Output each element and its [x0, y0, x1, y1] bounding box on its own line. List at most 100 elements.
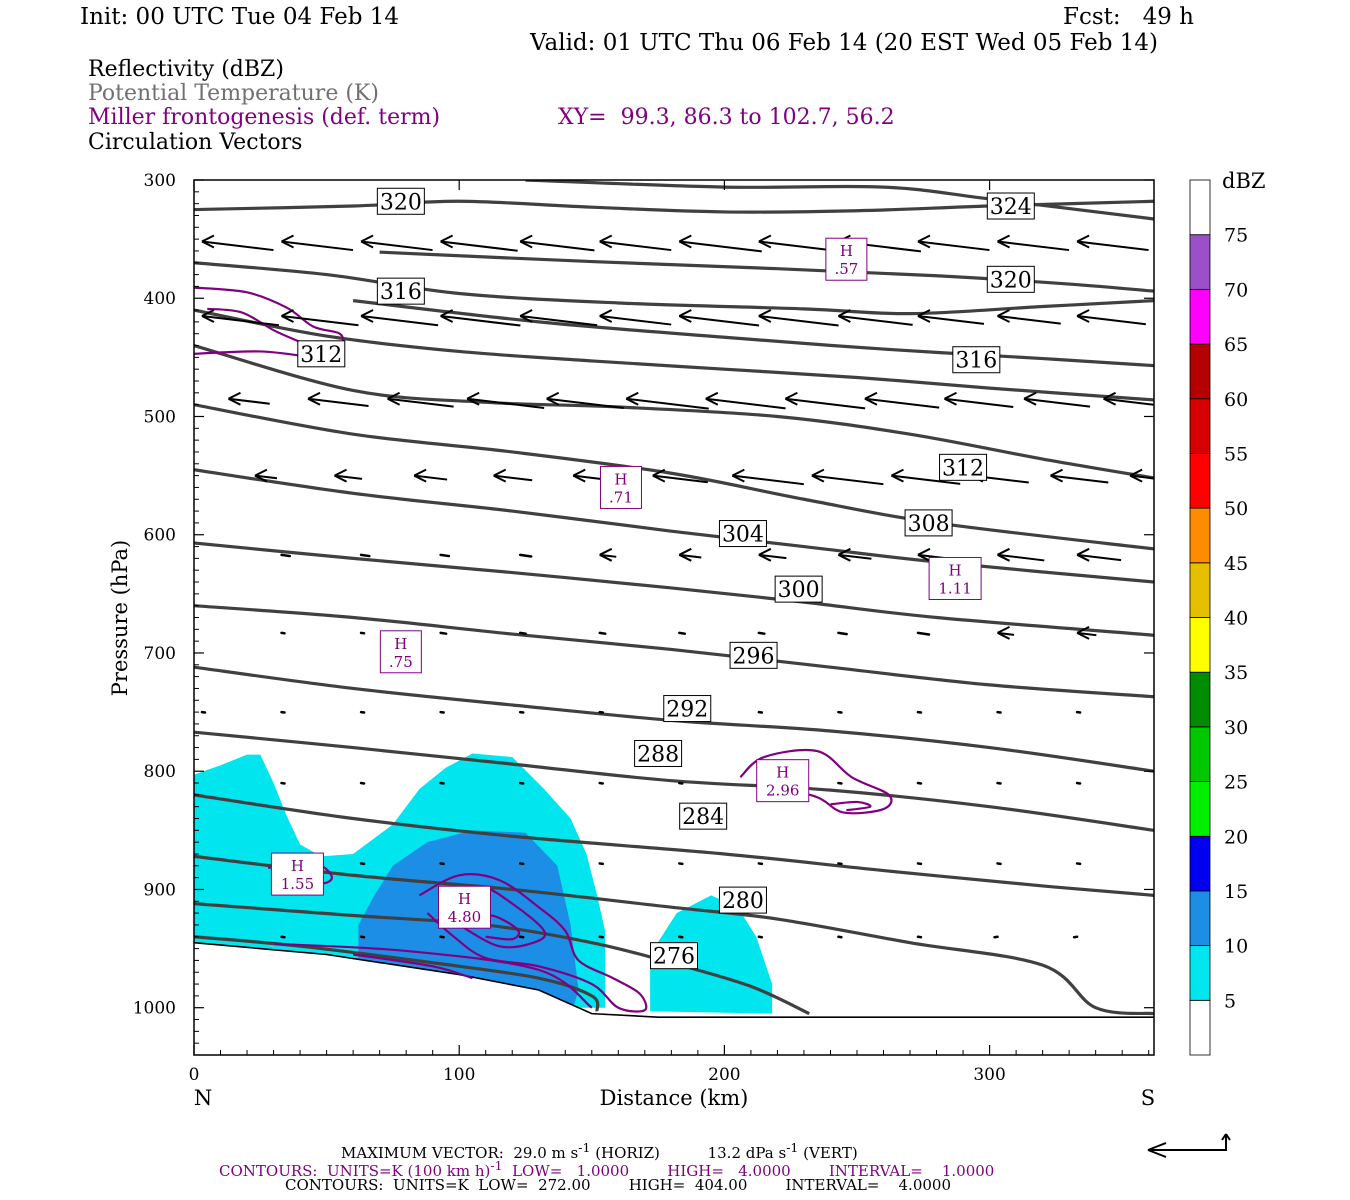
vector-1-7-head: [678, 234, 692, 249]
frontogenesis-max-h-6: H: [291, 857, 304, 875]
vector-2-3-shaft: [360, 314, 439, 327]
vector-1-11-head: [997, 234, 1010, 249]
vector-3-7: [705, 391, 786, 410]
vector-5-11-head: [1076, 547, 1090, 562]
theta-label-box-308-8: [904, 509, 953, 537]
x-tick-label-300: 300: [973, 1065, 1005, 1085]
colorbar-bin-10-15: [1189, 890, 1211, 947]
theta-label-304-9: 304: [722, 523, 764, 548]
theta-contour-316-6: [352, 299, 1154, 368]
vector-2-9-head: [837, 309, 851, 323]
frontogenesis-max-box-7: [437, 885, 491, 929]
colorbar-tick-30: 30: [1224, 717, 1248, 739]
frontogenesis-max-h-7: H: [458, 890, 471, 908]
colorbar-bin-0-5: [1189, 999, 1211, 1056]
vector-5-1: [280, 553, 292, 558]
vector-3-8-head: [784, 391, 798, 406]
frontogenesis-max-h-3: H: [949, 561, 962, 579]
vector-4-4-shaft: [493, 474, 533, 482]
cross-section-endpoints: XY= 99.3, 86.3 to 102.7, 56.2: [558, 105, 895, 130]
contour-label-layer: 320 324 316 320 312 316 312 308 304 300 296 292 288 2…: [270, 187, 1035, 970]
theta-contour-304-9: [194, 468, 1154, 584]
frontogenesis-max-h-2: H: [614, 470, 627, 488]
theta-label-320-1: 320: [380, 190, 422, 215]
vector-3-7-shaft: [705, 397, 786, 410]
vector-6-6: [678, 631, 687, 635]
theta-contour-320-1: [194, 199, 1154, 214]
vector-5-8: [837, 547, 872, 562]
colorbar-bin-55-60: [1189, 398, 1211, 454]
vector-1-2-head: [281, 234, 294, 249]
vector-6-12: [1157, 627, 1179, 639]
frontogenesis-max-h-4: H: [394, 635, 407, 653]
vector-1-10-shaft: [917, 240, 990, 252]
vector-4-5-head: [572, 468, 586, 483]
vector-2-12-shaft: [1076, 314, 1146, 326]
theta-label-288-13: 288: [637, 742, 679, 767]
vector-1-5-shaft: [520, 240, 595, 252]
colorbar-bin-60-65: [1189, 343, 1211, 400]
colorbar-title: dBZ: [1222, 169, 1265, 193]
vector-2-10-head: [917, 309, 931, 323]
theta-label-box-280-15: [718, 886, 767, 914]
vector-5-11: [1076, 547, 1122, 562]
vector-3-3-head: [387, 391, 401, 406]
vector-1-8: [758, 234, 836, 252]
vector-4-1: [254, 468, 278, 483]
y-tick-label-500: 500: [144, 407, 176, 427]
vector-3-2-head: [307, 391, 321, 406]
vector-1-11: [997, 234, 1070, 252]
vector-4-3-shaft: [413, 474, 448, 481]
colorbar-bin-20-25: [1189, 781, 1211, 837]
vector-1-7: [678, 234, 762, 253]
vector-6-9: [916, 631, 931, 636]
vector-5-2: [359, 553, 371, 558]
y-tick-label-300: 300: [144, 171, 176, 191]
frontogenesis-contour-7: [739, 748, 893, 815]
vector-1-2: [281, 234, 354, 252]
vector-1-3-shaft: [360, 240, 433, 252]
frontogenesis-contour-10: [352, 953, 473, 980]
vector-3-12-shaft: [1103, 397, 1154, 406]
terrain-layer: [194, 941, 1154, 1055]
x-tick-label-100: 100: [443, 1065, 475, 1085]
vector-6-12-head: [1157, 627, 1169, 639]
x-end-south: S: [1141, 1086, 1155, 1110]
vector-2-5-head: [519, 309, 533, 323]
theta-label-324-2: 324: [990, 195, 1032, 220]
vector-4-12-head: [1129, 468, 1143, 483]
vector-1-8-shaft: [758, 240, 836, 252]
vector-2-12-head: [1076, 309, 1090, 323]
frontogenesis-max-box-2: [599, 465, 642, 509]
vector-3-7-head: [705, 391, 719, 406]
frontogenesis-max-h-5: H: [776, 764, 789, 782]
vector-3-2-shaft: [307, 397, 369, 408]
vector-3-11-shaft: [1023, 397, 1091, 408]
vector-4-11-shaft: [1050, 474, 1109, 484]
colorbar-tick-40: 40: [1224, 608, 1248, 630]
vector-4-12: [1129, 468, 1154, 483]
vector-3-4-head: [466, 391, 480, 406]
vector-1-3: [360, 234, 433, 252]
vector-6-4: [518, 631, 527, 635]
vector-1-12-shaft: [1076, 240, 1149, 252]
vector-3-6-shaft: [626, 397, 709, 410]
vector-3-9-head: [864, 391, 878, 406]
vector-2-3-head: [360, 309, 374, 323]
theta-label-284-14: 284: [682, 805, 724, 830]
vector-2-4-head: [440, 309, 454, 323]
frontogenesis-max-value-6: 1.55: [281, 875, 314, 893]
theta-label-box-312-7: [939, 453, 988, 481]
frontogenesis-max-box-5: [756, 759, 810, 803]
frontogenesis-contour-9: [273, 942, 593, 1009]
theta-contour-note: CONTOURS: UNITS=K LOW= 272.00 HIGH= 404.…: [285, 1176, 951, 1194]
terrain-surface-line: [194, 941, 1154, 1018]
y-axis-label: Pressure (hPa): [108, 540, 132, 696]
theta-label-box-320-1: [376, 187, 425, 215]
axes: 300 400 500 600 700 800 900 1000 0 100 200 300: [133, 171, 1154, 1085]
vector-5-5: [599, 547, 617, 562]
theta-label-box-320-4: [986, 265, 1035, 293]
legend-theta: Potential Temperature (K): [88, 81, 379, 106]
vector-4-11: [1050, 468, 1109, 484]
vector-5-11-shaft: [1076, 553, 1122, 562]
